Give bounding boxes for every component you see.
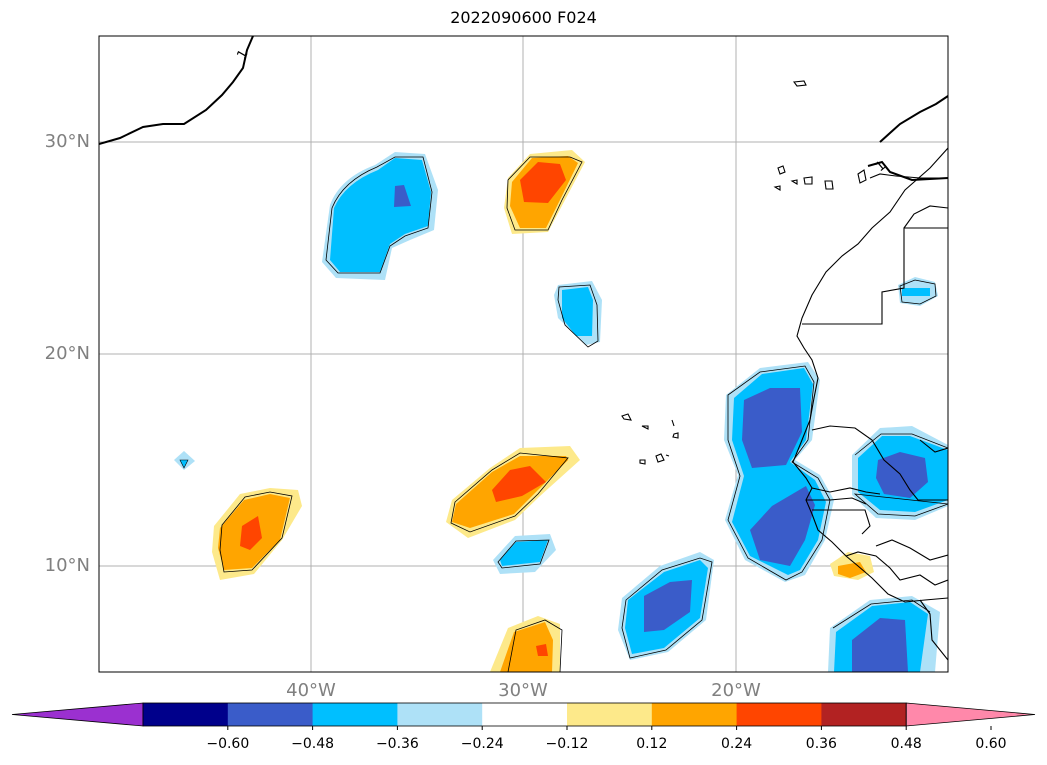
colorbar-tick-label: −0.36 (375, 736, 419, 752)
anomaly-positive-2 (830, 552, 874, 580)
colorbar-extend-high (905, 702, 1036, 727)
anomaly-negative-3 (724, 362, 834, 582)
map-title: 2022090600 F024 (450, 8, 597, 27)
anomaly-negative-4 (852, 426, 948, 520)
map-plot-area: 1 1 (99, 36, 948, 672)
anomaly-negative-2 (554, 281, 602, 348)
colorbar-tick-label: 0.24 (721, 736, 753, 752)
colorbar-tick-label: −0.12 (545, 736, 589, 752)
anomaly-positive-1 (504, 150, 585, 234)
lon-label-30w: 30°W (498, 680, 548, 701)
colorbar-segment (227, 703, 314, 726)
anomaly-positive-5 (212, 488, 302, 580)
anomaly-positive-3 (446, 446, 580, 538)
lon-label-40w: 40°W (286, 680, 336, 701)
colorbar-tick-label: 0.60 (975, 736, 1007, 752)
colorbar-segment (482, 703, 568, 726)
coastlines (621, 80, 948, 661)
colorbar-segment (312, 703, 398, 726)
anomaly-negative-1 (322, 152, 438, 280)
colorbar-tick-label: −0.48 (291, 736, 335, 752)
anomaly-negative-5 (898, 277, 938, 306)
colorbar-tick-label: 0.36 (805, 736, 837, 752)
lat-label-30n: 30°N (44, 131, 90, 152)
map-frame (98, 35, 949, 673)
colorbar-outline (142, 702, 907, 727)
anomaly-positive-4 (490, 616, 563, 672)
colorbar-tick-label: 0.12 (636, 736, 668, 752)
colorbar-segment (397, 703, 483, 726)
lat-label-20n: 20°N (44, 343, 90, 364)
lat-label-10n: 10°N (44, 555, 90, 576)
anomaly-negative-7 (828, 596, 940, 672)
colorbar-segment (821, 703, 907, 726)
colorbar-segment (567, 703, 653, 726)
anomaly-negative-8 (493, 534, 556, 574)
anomaly-negative-9 (174, 451, 195, 470)
colorbar-segment (143, 703, 229, 726)
colorbar-segment (651, 703, 738, 726)
colorbar-segment (736, 703, 822, 726)
colorbar-tick-label: −0.24 (460, 736, 504, 752)
colorbar-tick-label: −0.60 (206, 736, 250, 752)
contour-label-top-left: 1 (234, 47, 251, 62)
lon-label-20w: 20°W (711, 680, 761, 701)
colorbar-tick-label: 0.48 (890, 736, 922, 752)
bold-contour-lines (99, 36, 948, 182)
colorbar-extend-low (11, 702, 144, 727)
anomaly-negative-6 (618, 552, 714, 660)
colorbar (11, 702, 1036, 730)
